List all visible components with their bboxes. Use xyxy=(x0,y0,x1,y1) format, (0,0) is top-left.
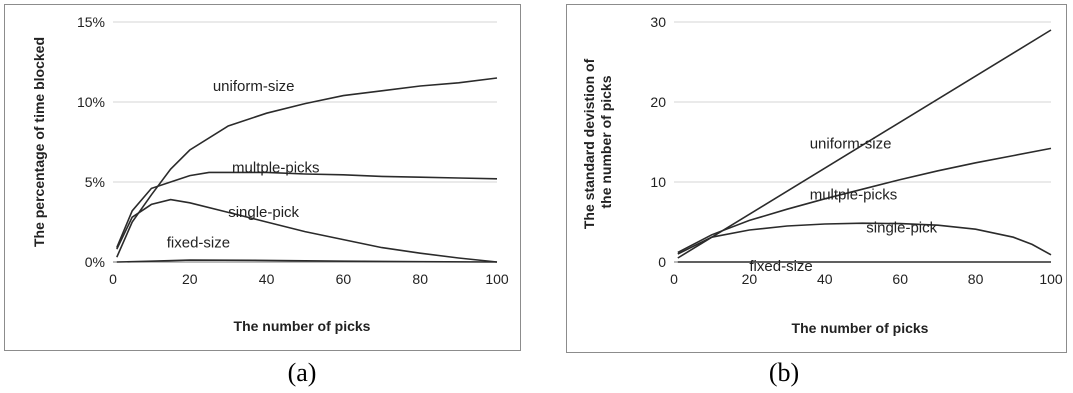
chart-a-x-tick-label: 20 xyxy=(182,271,198,287)
chart-b-series-multple-picks xyxy=(677,147,1052,254)
chart-a-series-label-multple-picks: multple-picks xyxy=(232,159,320,176)
chart-a-y-tick-label: 10% xyxy=(77,94,105,110)
chart-b-y-axis-title-line-2: the number of picks xyxy=(598,75,614,208)
chart-a-x-axis-title: The number of picks xyxy=(234,318,371,334)
chart-a-series-multple-picks xyxy=(116,171,498,248)
panel-b-caption: (b) xyxy=(768,358,800,387)
chart-a-series-label-uniform-size: uniform-size xyxy=(213,78,295,95)
chart-b-y-tick-label: 0 xyxy=(658,254,666,270)
chart-a-series-single-pick xyxy=(116,198,498,263)
chart-a-series-fixed-size xyxy=(116,259,498,263)
chart-a-y-tick-label: 5% xyxy=(85,174,105,190)
chart-a-x-tick-label: 40 xyxy=(259,271,275,287)
chart-a-x-tick-label: 0 xyxy=(109,271,117,287)
chart-b-grid xyxy=(674,21,1051,183)
chart-a-series-label-single-pick: single-pick xyxy=(228,204,299,221)
chart-b-series-label-uniform-size: uniform-size xyxy=(810,135,892,152)
chart-b-y-tick-label: 20 xyxy=(650,94,666,110)
chart-a-y-axis: 0% 5% 10% 15% xyxy=(77,14,105,270)
chart-a: 0% 5% 10% 15% 0 20 40 60 80 100 uniform-size mult… xyxy=(4,4,521,351)
chart-b-series: uniform-size multple-picks single-pick fixe… xyxy=(677,29,1052,275)
chart-b-x-tick-label: 60 xyxy=(892,271,908,287)
chart-a-x-tick-label: 100 xyxy=(485,271,509,287)
chart-a-series: uniform-size multple-picks single-pick fixe… xyxy=(116,77,498,263)
chart-b-series-uniform-size xyxy=(677,29,1052,259)
chart-a-y-tick-label: 15% xyxy=(77,14,105,30)
chart-b-y-axis: 0 10 20 30 xyxy=(650,14,666,270)
chart-b-x-tick-label: 20 xyxy=(742,271,758,287)
chart-b-x-tick-label: 0 xyxy=(670,271,678,287)
chart-b-x-tick-label: 80 xyxy=(968,271,984,287)
chart-b-series-single-pick xyxy=(677,222,1052,256)
chart-b-series-label-multple-picks: multple-picks xyxy=(810,187,898,204)
chart-a-series-label-fixed-size: fixed-size xyxy=(167,235,230,252)
chart-b-x-tick-label: 40 xyxy=(817,271,833,287)
chart-a-series-uniform-size xyxy=(116,77,498,258)
chart-b-x-axis-title: The number of picks xyxy=(792,320,929,336)
chart-b-series-label-fixed-size: fixed-size xyxy=(749,258,812,275)
chart-b-x-axis: 0 20 40 60 80 100 xyxy=(670,261,1063,287)
chart-b-y-axis-title: The standard devistion of the number of … xyxy=(581,55,614,229)
chart-b-y-axis-title-line-1: The standard devistion of xyxy=(581,58,597,229)
chart-b-y-tick-label: 10 xyxy=(650,174,666,190)
chart-a-y-tick-label: 0% xyxy=(85,254,105,270)
chart-a-x-axis: 0 20 40 60 80 100 xyxy=(109,261,509,287)
chart-b-y-tick-label: 30 xyxy=(650,14,666,30)
chart-a-frame xyxy=(4,4,521,351)
chart-b-x-tick-label: 100 xyxy=(1039,271,1063,287)
chart-b-series-label-single-pick: single-pick xyxy=(866,219,937,236)
chart-a-y-axis-title: The percentage of time blocked xyxy=(31,37,47,247)
chart-a-grid xyxy=(113,21,497,183)
chart-b-frame xyxy=(566,4,1067,353)
panel-a-caption: (a) xyxy=(287,358,317,387)
chart-a-x-tick-label: 60 xyxy=(336,271,352,287)
chart-b: 0 10 20 30 0 20 40 60 80 100 uniform-size multple… xyxy=(566,4,1067,353)
chart-a-x-tick-label: 80 xyxy=(412,271,428,287)
